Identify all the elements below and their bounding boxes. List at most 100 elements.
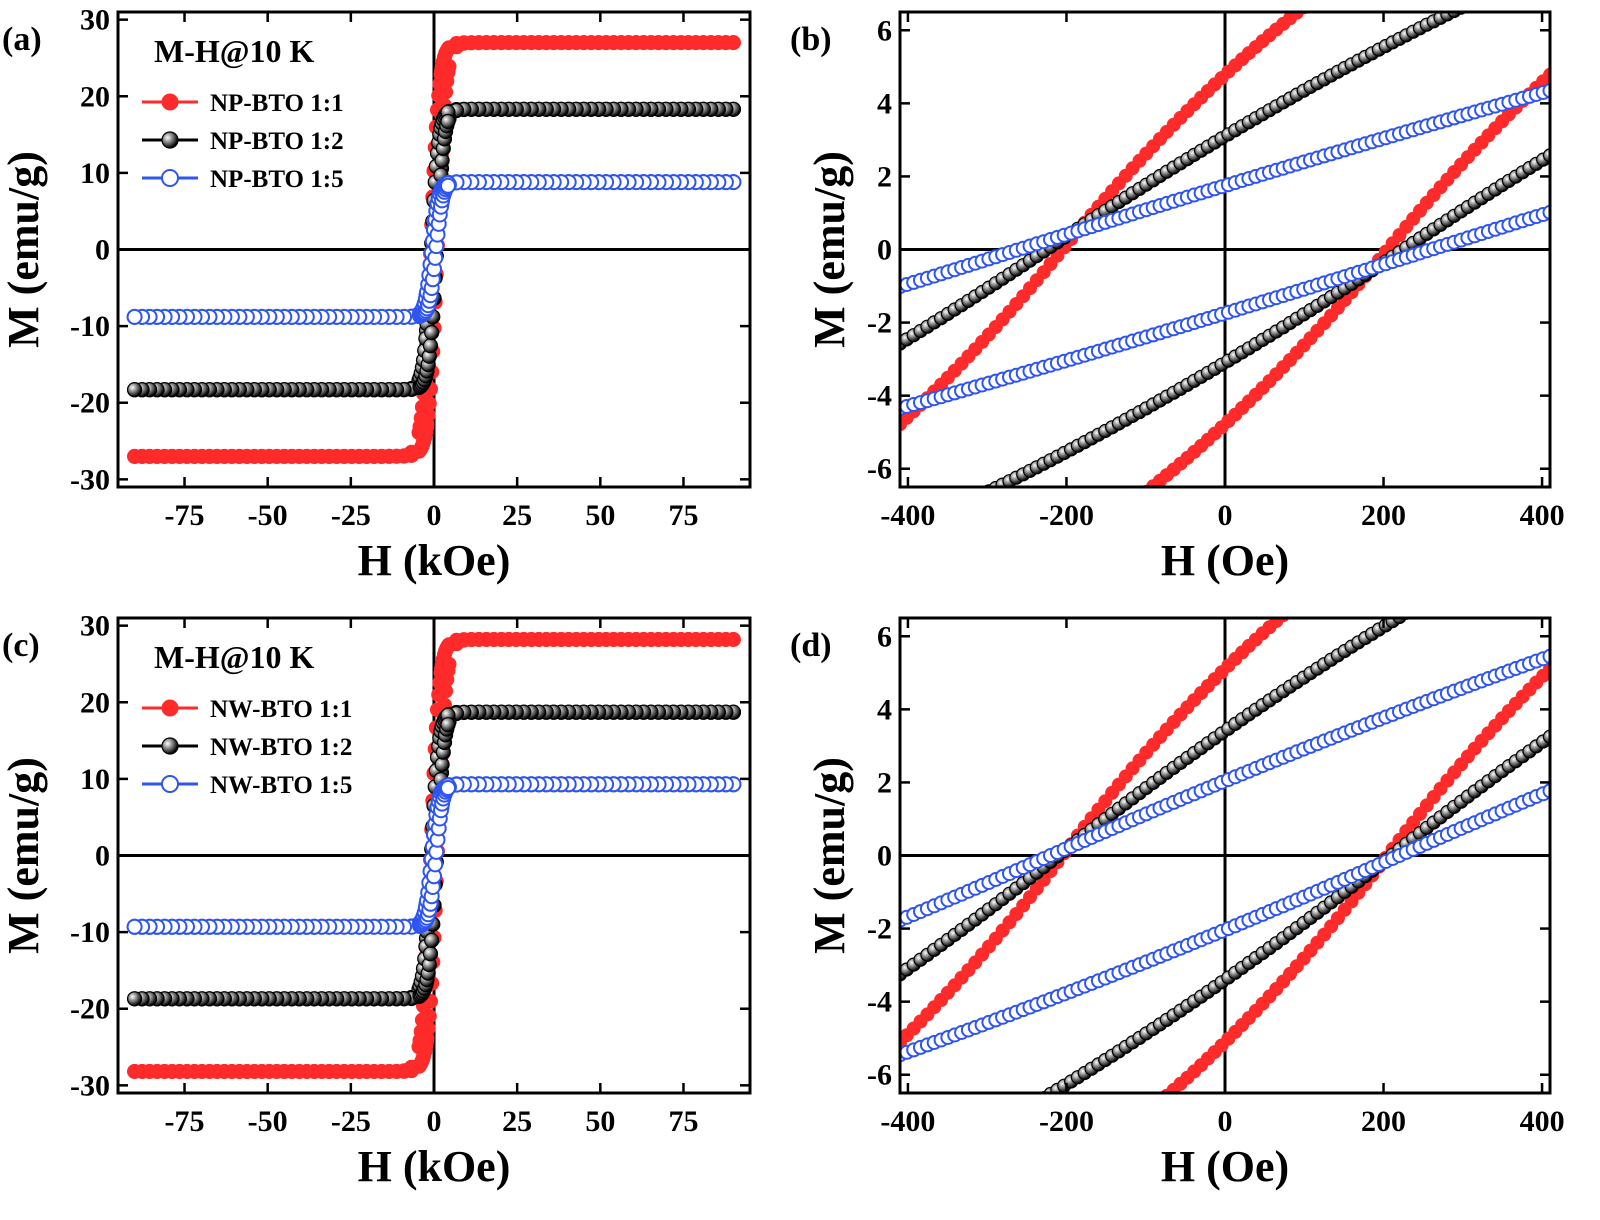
data-point-19 (955, 1139, 968, 1152)
x-tick-label: -25 (331, 499, 371, 532)
annotation: M-H@10 K (154, 639, 315, 675)
x-tick-label: -200 (1039, 1105, 1094, 1138)
data-point-17 (948, 1143, 961, 1156)
series-3 (900, 83, 1550, 416)
data-point-17 (948, 603, 961, 616)
data-point-13 (935, 1151, 948, 1164)
panel-label: (b) (790, 21, 832, 58)
data-point-210 (440, 41, 456, 57)
data-point-65 (1112, 506, 1125, 519)
data-point-33 (1003, 576, 1016, 589)
data-point-170 (1475, 563, 1488, 576)
data-point-0 (161, 131, 179, 149)
data-point-174 (1489, 471, 1502, 484)
data-point-31 (996, 1116, 1009, 1129)
x-tick-label: 0 (1218, 499, 1233, 532)
data-point-5 (907, 1165, 920, 1178)
data-point-0 (161, 699, 179, 717)
y-tick-label: 2 (877, 160, 892, 193)
x-tick-label: 400 (1520, 499, 1565, 532)
x-axis-title: H (Oe) (1161, 536, 1289, 585)
data-point-140 (1372, 535, 1385, 548)
x-tick-label: -50 (248, 1105, 288, 1138)
series-3 (126, 776, 742, 935)
series-3 (900, 648, 1550, 1063)
series-2 (900, 0, 1550, 521)
data-point-29 (989, 583, 1002, 596)
y-tick-label: 30 (80, 610, 110, 643)
data-point-124 (1318, 575, 1331, 588)
x-tick-label: 400 (1520, 1105, 1565, 1138)
data-point-178 (1502, 547, 1515, 560)
x-tick-label: -50 (248, 499, 288, 532)
data-point-142 (1379, 531, 1392, 544)
legend-label: NW-BTO 1:5 (210, 772, 352, 799)
data-point-161 (127, 448, 143, 464)
y-axis-title: M (emu/g) (0, 151, 48, 348)
data-point-55 (1078, 1154, 1091, 1167)
data-point-77 (1154, 1095, 1167, 1108)
y-tick-label: 20 (80, 686, 110, 719)
data-point-179 (421, 1008, 437, 1024)
data-point-160 (1441, 494, 1454, 507)
data-point-13 (935, 508, 948, 521)
data-point-27 (982, 1211, 995, 1220)
y-tick-label: -4 (867, 380, 892, 413)
y-tick-label: 6 (877, 14, 892, 47)
y-tick-label: 10 (80, 157, 110, 190)
y-tick-label: 0 (95, 840, 110, 873)
x-tick-label: -75 (165, 1105, 205, 1138)
y-tick-label: -10 (70, 916, 110, 949)
data-point-168 (1468, 566, 1481, 579)
data-point-161 (126, 918, 143, 935)
data-point-29 (989, 1120, 1002, 1133)
data-point-39 (1024, 1189, 1037, 1202)
data-point-35 (1010, 572, 1023, 585)
data-point-37 (1017, 1193, 1030, 1206)
data-point-33 (1003, 1200, 1016, 1213)
x-axis-title: H (Oe) (1161, 1142, 1289, 1191)
data-point-31 (996, 580, 1009, 593)
data-point-25 (976, 488, 989, 501)
data-point-39 (1024, 565, 1037, 578)
panel-label: (c) (2, 627, 40, 664)
data-point-184 (1523, 457, 1536, 470)
data-point-156 (1427, 590, 1440, 603)
legend-entry-1: NP-BTO 1:1 (142, 90, 344, 117)
x-tick-label: 75 (668, 1105, 698, 1138)
data-point-179 (421, 396, 437, 411)
legend-entry-1: NW-BTO 1:1 (142, 696, 352, 723)
data-point-112 (1276, 618, 1290, 623)
y-axis-title: M (emu/g) (0, 757, 48, 954)
data-point-31 (996, 1204, 1009, 1217)
data-point-51 (1065, 1163, 1078, 1176)
data-point-191 (1542, 204, 1550, 220)
x-tick-label: 25 (502, 499, 532, 532)
y-tick-label: -2 (867, 307, 892, 340)
data-point-181 (422, 946, 439, 962)
data-point-211 (440, 717, 456, 733)
data-point-41 (1030, 561, 1043, 574)
y-tick-label: -10 (70, 310, 110, 343)
legend-label: NW-BTO 1:2 (210, 734, 352, 761)
data-point-184 (1523, 536, 1536, 549)
data-point-181 (422, 338, 439, 354)
x-tick-label: -200 (1039, 499, 1094, 532)
data-point-0 (161, 737, 179, 755)
data-point-166 (1461, 0, 1474, 11)
data-point-53 (1071, 535, 1084, 548)
data-point-0 (161, 169, 179, 187)
data-point-41 (1030, 1185, 1043, 1198)
x-tick-label: -75 (165, 499, 205, 532)
data-point-75 (1147, 1101, 1160, 1114)
data-point-23 (969, 492, 982, 505)
x-tick-label: 50 (585, 499, 615, 532)
data-point-25 (976, 1128, 989, 1141)
data-point-15 (941, 1147, 954, 1160)
y-tick-label: 4 (877, 87, 892, 120)
legend-entry-2: NP-BTO 1:2 (142, 128, 344, 155)
x-tick-label: 75 (668, 499, 698, 532)
data-point-190 (1542, 83, 1550, 99)
data-point-162 (1448, 491, 1461, 504)
data-point-71 (1133, 491, 1146, 504)
